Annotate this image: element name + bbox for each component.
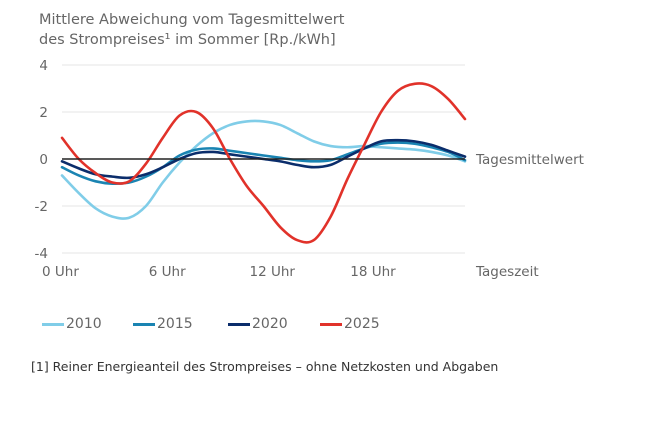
y-tick-label: 0 — [39, 152, 48, 168]
legend-swatch — [228, 322, 250, 326]
x-tick-label: 6 Uhr — [149, 264, 186, 280]
legend-item-2020: 2020 — [228, 316, 288, 332]
x-tick-label: 0 Uhr — [42, 264, 79, 280]
y-tick-label: 2 — [39, 105, 48, 121]
footnote: [1] Reiner Energieanteil des Strompreise… — [31, 359, 499, 374]
legend-item-2015: 2015 — [133, 316, 193, 332]
series-line-2025 — [60, 82, 467, 244]
y-tick-label: -4 — [35, 246, 48, 262]
legend-label: 2015 — [157, 316, 193, 332]
y-axis-ticks: 4 2 0 -2 -4 — [35, 58, 48, 262]
y-tick-label: -2 — [35, 199, 48, 215]
legend-item-2010: 2010 — [42, 316, 102, 332]
chart-title: Mittlere Abweichung vom Tagesmittelwert … — [39, 10, 344, 50]
chart-title-line-2: des Strompreises¹ im Sommer [Rp./kWh] — [39, 32, 336, 48]
zero-line-label: Tagesmittelwert — [475, 152, 584, 168]
series-line-2010 — [60, 119, 467, 220]
y-tick-label: 4 — [39, 58, 48, 74]
x-tick-label: 12 Uhr — [250, 264, 296, 280]
line-chart: 4 2 0 -2 -4 0 Uhr 6 Uhr 12 Uhr 18 Uhr Tagesmitt… — [35, 58, 584, 280]
x-axis-ticks: 0 Uhr 6 Uhr 12 Uhr 18 Uhr — [42, 264, 396, 280]
chart-title-line-1: Mittlere Abweichung vom Tagesmittelwert — [39, 12, 345, 28]
legend-item-2025: 2025 — [320, 316, 380, 332]
x-tick-label: 18 Uhr — [350, 264, 396, 280]
x-axis-label: Tageszeit — [475, 264, 539, 280]
legend-swatch — [133, 322, 155, 326]
series-lines — [60, 82, 467, 244]
legend-label: 2025 — [344, 316, 380, 332]
legend-swatch — [320, 322, 342, 326]
legend-swatch — [42, 322, 64, 326]
legend-label: 2020 — [252, 316, 288, 332]
legend-label: 2010 — [66, 316, 102, 332]
